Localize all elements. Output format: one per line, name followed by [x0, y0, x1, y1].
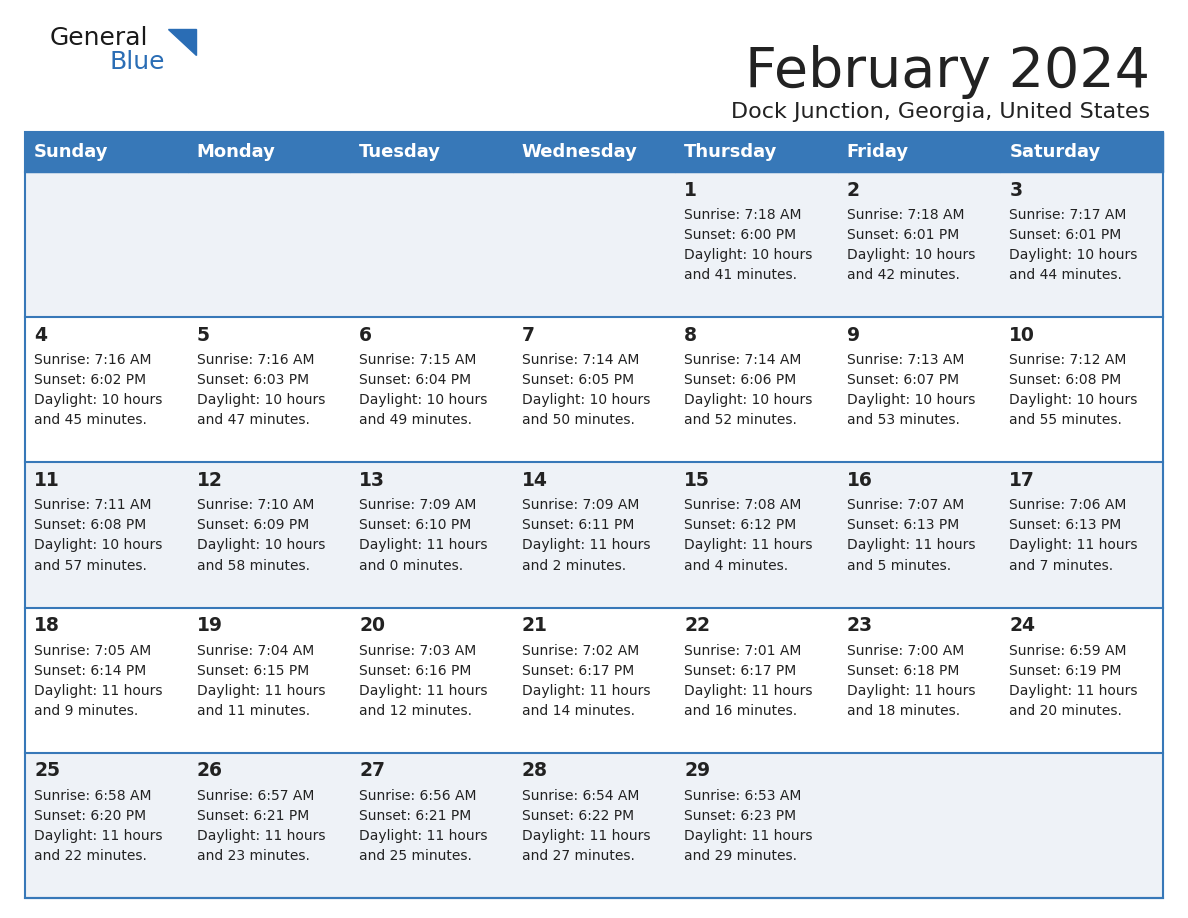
Text: Thursday: Thursday [684, 143, 778, 161]
Text: Monday: Monday [196, 143, 276, 161]
Text: Sunrise: 7:09 AM
Sunset: 6:10 PM
Daylight: 11 hours
and 0 minutes.: Sunrise: 7:09 AM Sunset: 6:10 PM Dayligh… [359, 498, 487, 573]
Text: Sunrise: 7:17 AM
Sunset: 6:01 PM
Daylight: 10 hours
and 44 minutes.: Sunrise: 7:17 AM Sunset: 6:01 PM Dayligh… [1010, 208, 1138, 282]
Text: Sunrise: 7:04 AM
Sunset: 6:15 PM
Daylight: 11 hours
and 11 minutes.: Sunrise: 7:04 AM Sunset: 6:15 PM Dayligh… [196, 644, 326, 718]
Text: Sunrise: 7:13 AM
Sunset: 6:07 PM
Daylight: 10 hours
and 53 minutes.: Sunrise: 7:13 AM Sunset: 6:07 PM Dayligh… [847, 353, 975, 428]
Text: 5: 5 [196, 326, 209, 344]
Text: 26: 26 [196, 761, 222, 780]
Text: Sunrise: 7:14 AM
Sunset: 6:05 PM
Daylight: 10 hours
and 50 minutes.: Sunrise: 7:14 AM Sunset: 6:05 PM Dayligh… [522, 353, 650, 428]
Text: Sunrise: 6:58 AM
Sunset: 6:20 PM
Daylight: 11 hours
and 22 minutes.: Sunrise: 6:58 AM Sunset: 6:20 PM Dayligh… [34, 789, 163, 863]
Text: Sunrise: 6:53 AM
Sunset: 6:23 PM
Daylight: 11 hours
and 29 minutes.: Sunrise: 6:53 AM Sunset: 6:23 PM Dayligh… [684, 789, 813, 863]
Text: 14: 14 [522, 471, 548, 490]
Text: Sunrise: 6:57 AM
Sunset: 6:21 PM
Daylight: 11 hours
and 23 minutes.: Sunrise: 6:57 AM Sunset: 6:21 PM Dayligh… [196, 789, 326, 863]
Text: Sunrise: 7:12 AM
Sunset: 6:08 PM
Daylight: 10 hours
and 55 minutes.: Sunrise: 7:12 AM Sunset: 6:08 PM Dayligh… [1010, 353, 1138, 428]
Text: Sunrise: 7:15 AM
Sunset: 6:04 PM
Daylight: 10 hours
and 49 minutes.: Sunrise: 7:15 AM Sunset: 6:04 PM Dayligh… [359, 353, 487, 428]
Text: 20: 20 [359, 616, 385, 635]
Text: Saturday: Saturday [1010, 143, 1100, 161]
Bar [25, 318, 1163, 463]
Text: 24: 24 [1010, 616, 1036, 635]
Bar [25, 608, 1163, 753]
Text: Sunday: Sunday [34, 143, 108, 161]
Bar [675, 132, 838, 172]
Bar [25, 132, 1163, 898]
Text: 21: 21 [522, 616, 548, 635]
Bar [1000, 132, 1163, 172]
Text: Sunrise: 7:18 AM
Sunset: 6:00 PM
Daylight: 10 hours
and 41 minutes.: Sunrise: 7:18 AM Sunset: 6:00 PM Dayligh… [684, 208, 813, 282]
Text: 6: 6 [359, 326, 372, 344]
Text: Wednesday: Wednesday [522, 143, 638, 161]
Text: 3: 3 [1010, 181, 1023, 199]
Text: Sunrise: 6:54 AM
Sunset: 6:22 PM
Daylight: 11 hours
and 27 minutes.: Sunrise: 6:54 AM Sunset: 6:22 PM Dayligh… [522, 789, 650, 863]
Text: 16: 16 [847, 471, 873, 490]
Text: 27: 27 [359, 761, 385, 780]
Text: 28: 28 [522, 761, 548, 780]
Text: Sunrise: 7:18 AM
Sunset: 6:01 PM
Daylight: 10 hours
and 42 minutes.: Sunrise: 7:18 AM Sunset: 6:01 PM Dayligh… [847, 208, 975, 282]
Text: Sunrise: 7:16 AM
Sunset: 6:03 PM
Daylight: 10 hours
and 47 minutes.: Sunrise: 7:16 AM Sunset: 6:03 PM Dayligh… [196, 353, 326, 428]
Text: 4: 4 [34, 326, 48, 344]
Text: Sunrise: 7:00 AM
Sunset: 6:18 PM
Daylight: 11 hours
and 18 minutes.: Sunrise: 7:00 AM Sunset: 6:18 PM Dayligh… [847, 644, 975, 718]
Text: Sunrise: 7:08 AM
Sunset: 6:12 PM
Daylight: 11 hours
and 4 minutes.: Sunrise: 7:08 AM Sunset: 6:12 PM Dayligh… [684, 498, 813, 573]
Text: 9: 9 [847, 326, 860, 344]
Text: Dock Junction, Georgia, United States: Dock Junction, Georgia, United States [731, 102, 1150, 122]
Text: Sunrise: 7:05 AM
Sunset: 6:14 PM
Daylight: 11 hours
and 9 minutes.: Sunrise: 7:05 AM Sunset: 6:14 PM Dayligh… [34, 644, 163, 718]
Text: Sunrise: 7:03 AM
Sunset: 6:16 PM
Daylight: 11 hours
and 12 minutes.: Sunrise: 7:03 AM Sunset: 6:16 PM Dayligh… [359, 644, 487, 718]
Bar [838, 132, 1000, 172]
Text: Tuesday: Tuesday [359, 143, 441, 161]
Text: 8: 8 [684, 326, 697, 344]
Text: 11: 11 [34, 471, 59, 490]
Text: Sunrise: 7:16 AM
Sunset: 6:02 PM
Daylight: 10 hours
and 45 minutes.: Sunrise: 7:16 AM Sunset: 6:02 PM Dayligh… [34, 353, 163, 428]
Text: Sunrise: 7:10 AM
Sunset: 6:09 PM
Daylight: 10 hours
and 58 minutes.: Sunrise: 7:10 AM Sunset: 6:09 PM Dayligh… [196, 498, 326, 573]
Text: 13: 13 [359, 471, 385, 490]
Text: Sunrise: 7:14 AM
Sunset: 6:06 PM
Daylight: 10 hours
and 52 minutes.: Sunrise: 7:14 AM Sunset: 6:06 PM Dayligh… [684, 353, 813, 428]
Text: Friday: Friday [847, 143, 909, 161]
Text: Sunrise: 7:11 AM
Sunset: 6:08 PM
Daylight: 10 hours
and 57 minutes.: Sunrise: 7:11 AM Sunset: 6:08 PM Dayligh… [34, 498, 163, 573]
Text: February 2024: February 2024 [745, 45, 1150, 99]
Text: 7: 7 [522, 326, 535, 344]
Bar [188, 132, 350, 172]
Text: Sunrise: 7:09 AM
Sunset: 6:11 PM
Daylight: 11 hours
and 2 minutes.: Sunrise: 7:09 AM Sunset: 6:11 PM Dayligh… [522, 498, 650, 573]
Text: 22: 22 [684, 616, 710, 635]
Text: 23: 23 [847, 616, 873, 635]
Text: 1: 1 [684, 181, 697, 199]
Text: General: General [50, 26, 148, 50]
Text: 2: 2 [847, 181, 860, 199]
Text: Sunrise: 7:01 AM
Sunset: 6:17 PM
Daylight: 11 hours
and 16 minutes.: Sunrise: 7:01 AM Sunset: 6:17 PM Dayligh… [684, 644, 813, 718]
Text: Sunrise: 6:56 AM
Sunset: 6:21 PM
Daylight: 11 hours
and 25 minutes.: Sunrise: 6:56 AM Sunset: 6:21 PM Dayligh… [359, 789, 487, 863]
Bar [25, 463, 1163, 608]
Text: Sunrise: 7:02 AM
Sunset: 6:17 PM
Daylight: 11 hours
and 14 minutes.: Sunrise: 7:02 AM Sunset: 6:17 PM Dayligh… [522, 644, 650, 718]
Text: 29: 29 [684, 761, 710, 780]
Text: Sunrise: 7:06 AM
Sunset: 6:13 PM
Daylight: 11 hours
and 7 minutes.: Sunrise: 7:06 AM Sunset: 6:13 PM Dayligh… [1010, 498, 1138, 573]
Text: 25: 25 [34, 761, 61, 780]
Text: 15: 15 [684, 471, 710, 490]
Bar [25, 132, 188, 172]
Text: Sunrise: 7:07 AM
Sunset: 6:13 PM
Daylight: 11 hours
and 5 minutes.: Sunrise: 7:07 AM Sunset: 6:13 PM Dayligh… [847, 498, 975, 573]
Text: Sunrise: 6:59 AM
Sunset: 6:19 PM
Daylight: 11 hours
and 20 minutes.: Sunrise: 6:59 AM Sunset: 6:19 PM Dayligh… [1010, 644, 1138, 718]
Text: 10: 10 [1010, 326, 1035, 344]
Bar [350, 132, 513, 172]
Bar [25, 172, 1163, 318]
Text: Blue: Blue [110, 50, 165, 74]
Bar [513, 132, 675, 172]
Text: 17: 17 [1010, 471, 1035, 490]
Polygon shape [168, 29, 196, 55]
Text: 12: 12 [196, 471, 222, 490]
Text: 19: 19 [196, 616, 222, 635]
Text: 18: 18 [34, 616, 59, 635]
Bar [25, 753, 1163, 898]
